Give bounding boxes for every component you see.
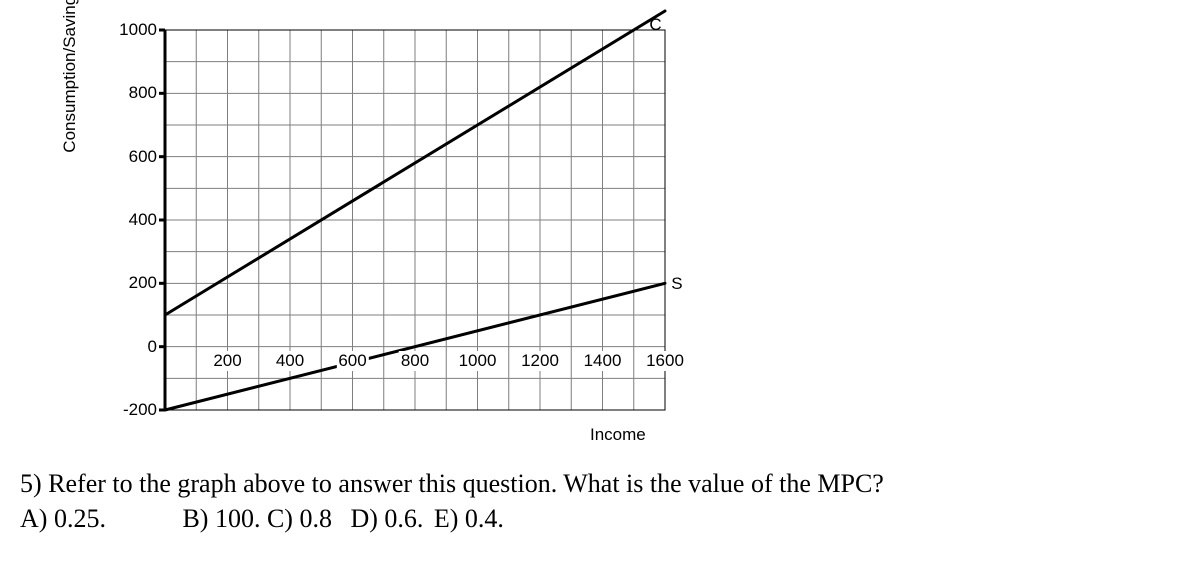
answer-e: 0.4. (465, 504, 504, 533)
x-axis-title: Income (590, 425, 646, 445)
y-tick-label: 200 (107, 273, 157, 293)
question-block: 5) Refer to the graph above to answer th… (20, 468, 884, 535)
x-tick-label: 1400 (582, 351, 624, 371)
answer-e-prefix: E) (434, 504, 459, 533)
question-number: 5) (20, 469, 42, 498)
x-tick-label: 1000 (457, 351, 499, 371)
answer-d: 0.6. (384, 504, 423, 533)
y-tick-label: 600 (107, 147, 157, 167)
y-tick-label: 0 (107, 337, 157, 357)
y-tick-label: 400 (107, 210, 157, 230)
x-tick-label: 1600 (644, 351, 686, 371)
series-label-c: C (649, 15, 661, 35)
answer-b: 100. (215, 504, 261, 533)
y-tick-label: 800 (107, 83, 157, 103)
y-tick-label: 1000 (107, 20, 157, 40)
x-tick-label: 400 (274, 351, 306, 371)
answer-a-prefix: A) (20, 504, 47, 533)
consumption-savings-chart: Consumption/Savings -2000200400600800100… (70, 20, 690, 460)
series-label-s: S (671, 274, 682, 294)
answer-c: 0.8 (299, 504, 332, 533)
y-tick-label: -200 (107, 400, 157, 420)
answer-c-prefix: C) (267, 504, 293, 533)
answer-d-prefix: D) (350, 504, 377, 533)
x-tick-label: 600 (336, 351, 368, 371)
question-text: Refer to the graph above to answer this … (48, 469, 884, 498)
x-tick-label: 800 (399, 351, 431, 371)
x-tick-label: 200 (211, 351, 243, 371)
answer-b-prefix: B) (182, 504, 208, 533)
y-axis-title: Consumption/Savings (60, 0, 80, 153)
x-tick-label: 1200 (519, 351, 561, 371)
answer-a: 0.25. (54, 504, 106, 533)
plot-area: -20002004006008001000 200400600800100012… (165, 30, 665, 410)
